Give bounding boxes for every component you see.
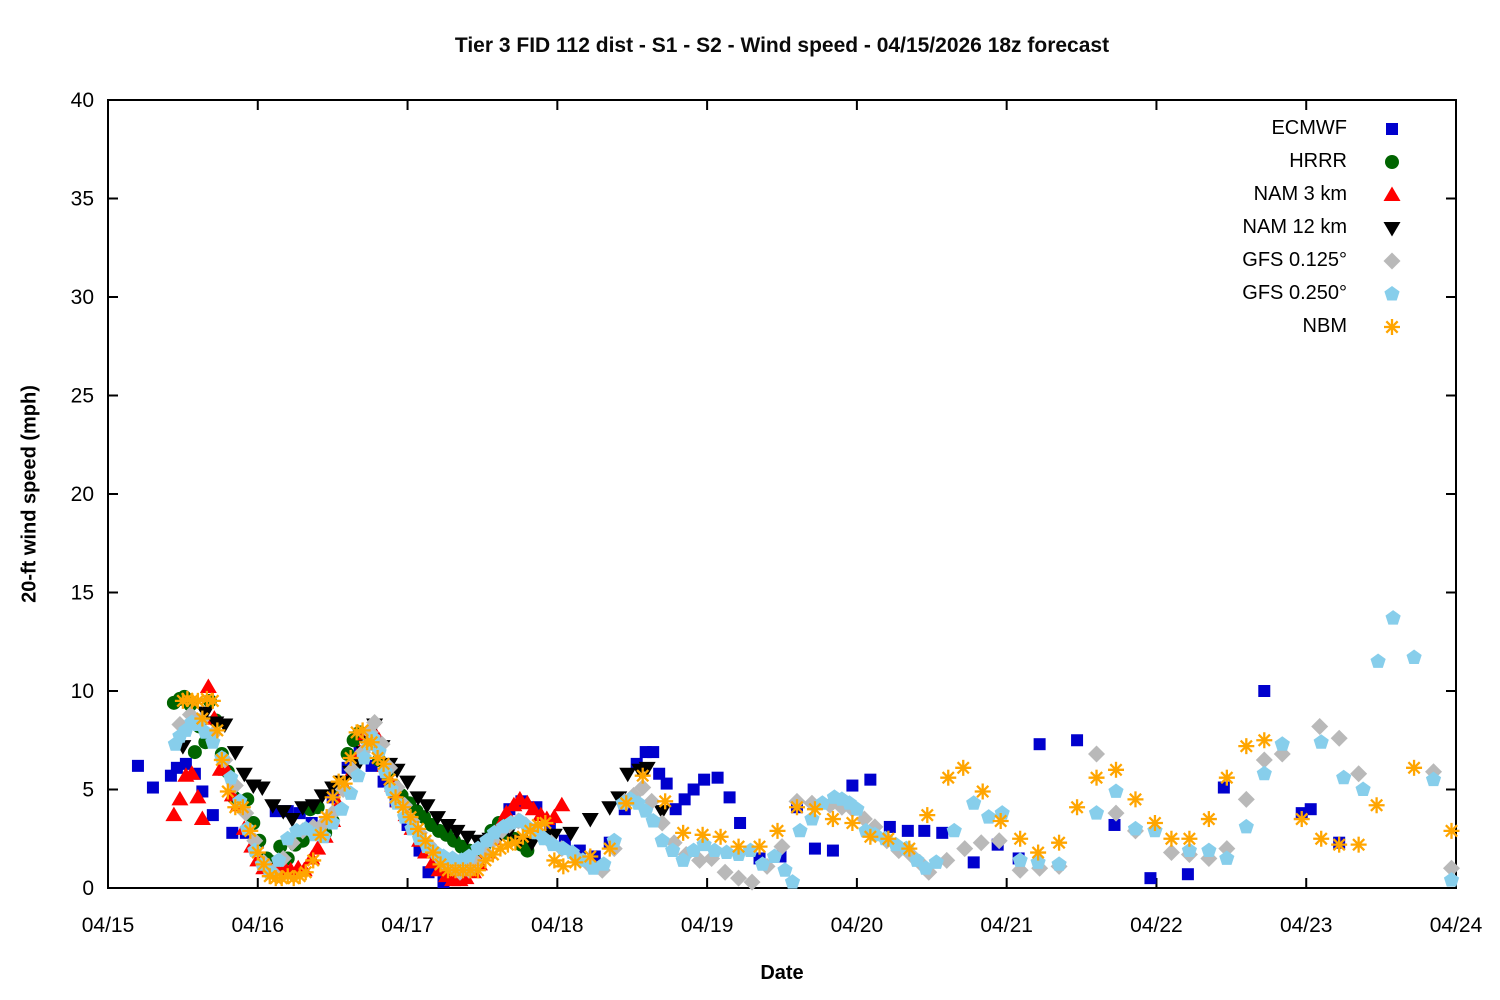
- legend-item-nam-3km: NAM 3 km: [1242, 178, 1406, 211]
- x-tick-label: 04/21: [980, 914, 1033, 937]
- legend-label-ecmwf: ECMWF: [1271, 117, 1347, 139]
- nbm-asterisk-marker-icon: [1384, 318, 1400, 335]
- x-tick-label: 04/20: [831, 914, 884, 937]
- legend-item-ecmwf: ECMWF: [1242, 112, 1406, 145]
- y-tick-label: 5: [82, 779, 94, 802]
- x-tick-label: 04/16: [231, 914, 284, 937]
- nam-12km-triangle-down-marker-icon: [1383, 221, 1401, 236]
- y-axis-label: 20-ft wind speed (mph): [18, 385, 41, 603]
- gfs-0125-diamond-marker-icon: [1383, 252, 1401, 269]
- y-tick-label: 35: [71, 188, 94, 211]
- y-axis-ticks: 0 5 10 15 20 25 30 35 40: [71, 89, 1456, 900]
- legend-label-hrrr: HRRR: [1289, 150, 1347, 172]
- legend-label-nam-12km: NAM 12 km: [1242, 216, 1347, 238]
- y-tick-label: 0: [82, 877, 94, 900]
- legend-item-nam-12km: NAM 12 km: [1242, 211, 1406, 244]
- legend-label-gfs-0250: GFS 0.250°: [1242, 282, 1347, 304]
- legend-label-nbm: NBM: [1302, 315, 1347, 337]
- y-tick-label: 30: [71, 286, 94, 309]
- y-tick-label: 10: [71, 680, 94, 703]
- x-tick-label: 04/24: [1430, 914, 1483, 937]
- y-tick-label: 20: [71, 483, 94, 506]
- x-tick-label: 04/22: [1130, 914, 1183, 937]
- y-tick-label: 15: [71, 582, 94, 605]
- legend-label-nam-3km: NAM 3 km: [1253, 183, 1347, 205]
- ecmwf-square-marker-icon: [1386, 122, 1398, 135]
- x-tick-label: 04/18: [531, 914, 584, 937]
- legend-item-hrrr: HRRR: [1242, 145, 1406, 178]
- legend-label-gfs-0125: GFS 0.125°: [1242, 249, 1347, 271]
- x-tick-label: 04/15: [82, 914, 135, 937]
- nam-3km-triangle-up-marker-icon: [1383, 186, 1401, 201]
- legend-item-gfs-0250: GFS 0.250°: [1242, 277, 1406, 310]
- y-tick-label: 40: [71, 89, 94, 112]
- series-nbm: [174, 690, 1460, 887]
- chart-title: Tier 3 FID 112 dist - S1 - S2 - Wind spe…: [454, 34, 1110, 57]
- x-tick-label: 04/19: [681, 914, 734, 937]
- hrrr-circle-marker-icon: [1385, 154, 1399, 169]
- x-axis-label: Date: [760, 962, 804, 984]
- chart-legend: ECMWF HRRR NAM 3 km NAM 12 km GFS 0.125°…: [1242, 112, 1406, 343]
- x-tick-label: 04/17: [381, 914, 434, 937]
- legend-item-nbm: NBM: [1242, 310, 1406, 343]
- y-tick-label: 25: [71, 385, 94, 408]
- x-tick-label: 04/23: [1280, 914, 1333, 937]
- x-axis-ticks: 04/15 04/16 04/17 04/18 04/19 04/20 04/21 04/22…: [82, 100, 1483, 937]
- gfs-0250-pentagon-marker-icon: [1384, 285, 1400, 300]
- legend-item-gfs-0125: GFS 0.125°: [1242, 244, 1406, 277]
